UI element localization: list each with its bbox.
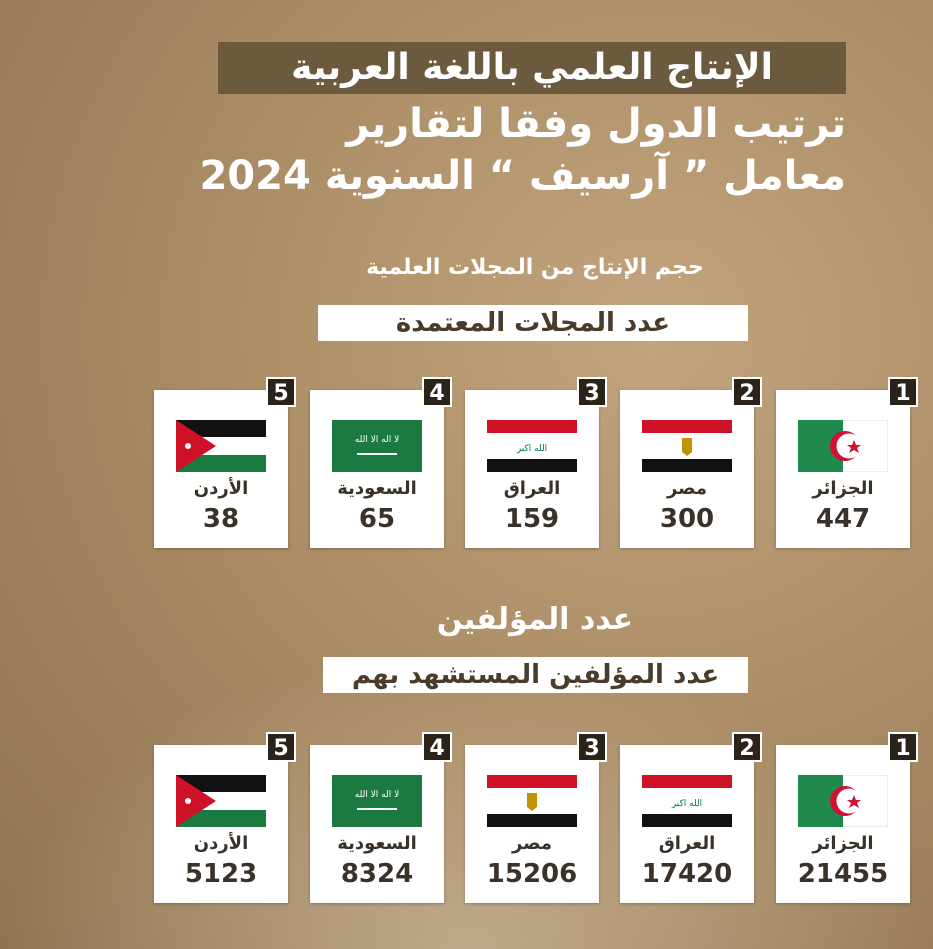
country-card: 1 الجزائر 21455 — [776, 732, 918, 903]
country-name: العراق — [503, 478, 561, 499]
country-name: الجزائر — [812, 833, 874, 854]
rank-badge: 3 — [577, 732, 607, 762]
country-value: 5123 — [184, 859, 258, 889]
jordan-flag-icon — [176, 420, 266, 472]
saudi-flag-icon: لا اله الا الله — [332, 420, 422, 472]
svg-text:الله اكبر: الله اكبر — [516, 444, 547, 454]
country-name: مصر — [666, 478, 708, 499]
egypt-flag-icon — [487, 775, 577, 827]
section2-label: عدد المؤلفين المستشهد بهم — [323, 657, 748, 693]
rank-badge: 2 — [732, 377, 762, 407]
country-card: 3 مصر 15206 — [465, 732, 607, 903]
country-name: السعودية — [337, 833, 417, 854]
rank-badge: 1 — [888, 732, 918, 762]
country-name: الجزائر — [812, 478, 874, 499]
svg-text:الله اكبر: الله اكبر — [671, 799, 702, 809]
country-card: 2 مصر 300 — [620, 377, 762, 548]
section1-label: عدد المجلات المعتمدة — [318, 305, 748, 341]
country-value: 300 — [659, 504, 715, 534]
main-title: الإنتاج العلمي باللغة العربية — [218, 42, 846, 94]
rank-badge: 5 — [266, 377, 296, 407]
rank-badge: 2 — [732, 732, 762, 762]
rank-badge: 3 — [577, 377, 607, 407]
country-value: 21455 — [797, 859, 889, 889]
country-name: الأردن — [193, 478, 249, 499]
country-card: 2 الله اكبر العراق 17420 — [620, 732, 762, 903]
jordan-flag-icon — [176, 775, 266, 827]
rank-badge: 4 — [422, 377, 452, 407]
section1-subtitle: حجم الإنتاج من المجلات العلمية — [366, 255, 704, 280]
country-name: مصر — [511, 833, 553, 854]
country-value: 65 — [358, 504, 396, 534]
country-value: 159 — [504, 504, 560, 534]
country-card: 5 الأردن 38 — [154, 377, 296, 548]
country-card: 4 لا اله الا الله السعودية 8324 — [310, 732, 452, 903]
country-card: 3 الله اكبر العراق 159 — [465, 377, 607, 548]
country-value: 38 — [202, 504, 240, 534]
country-card: 1 الجزائر 447 — [776, 377, 918, 548]
country-name: العراق — [658, 833, 716, 854]
section2-subtitle: عدد المؤلفين — [436, 602, 634, 637]
country-value: 17420 — [641, 859, 733, 889]
iraq-flag-icon: الله اكبر — [487, 420, 577, 472]
country-card: 5 الأردن 5123 — [154, 732, 296, 903]
svg-text:لا اله الا الله: لا اله الا الله — [355, 790, 399, 800]
country-name: الأردن — [193, 833, 249, 854]
rank-badge: 1 — [888, 377, 918, 407]
country-card: 4 لا اله الا الله السعودية 65 — [310, 377, 452, 548]
title-line-2: ترتيب الدول وفقا لتقارير — [346, 101, 846, 147]
country-value: 447 — [815, 504, 871, 534]
country-value: 8324 — [340, 859, 414, 889]
title-line-3: معامل ” آرسيف “ السنوية 2024 — [199, 153, 846, 199]
country-value: 15206 — [486, 859, 578, 889]
algeria-flag-icon — [798, 775, 888, 827]
svg-text:لا اله الا الله: لا اله الا الله — [355, 435, 399, 445]
saudi-flag-icon: لا اله الا الله — [332, 775, 422, 827]
egypt-flag-icon — [642, 420, 732, 472]
rank-badge: 5 — [266, 732, 296, 762]
country-name: السعودية — [337, 478, 417, 499]
rank-badge: 4 — [422, 732, 452, 762]
iraq-flag-icon: الله اكبر — [642, 775, 732, 827]
algeria-flag-icon — [798, 420, 888, 472]
